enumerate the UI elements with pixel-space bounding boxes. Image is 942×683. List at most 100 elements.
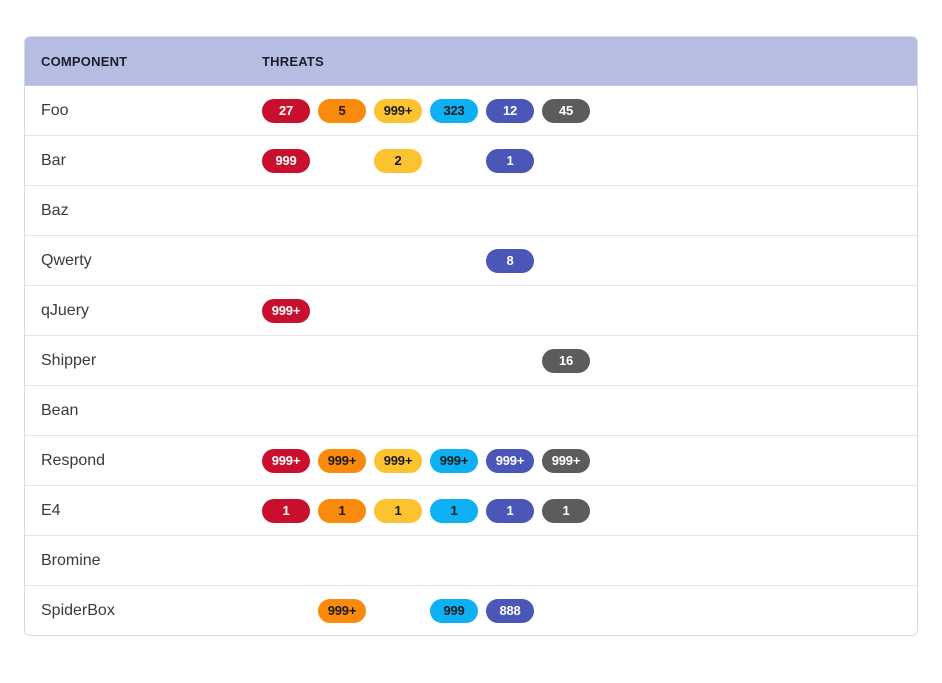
badge-slot-info: 8 — [486, 248, 534, 273]
badge-slot-unknown: 16 — [542, 348, 590, 373]
threat-badges: 999 2 1 — [262, 148, 917, 173]
medium-threat-badge[interactable]: 999+ — [374, 98, 422, 123]
component-name: Qwerty — [41, 251, 92, 269]
component-name: E4 — [41, 501, 61, 519]
badge-slot-info: 1 — [486, 498, 534, 523]
threat-badges — [262, 199, 917, 223]
high-threat-badge[interactable]: 5 — [318, 98, 366, 123]
badge-slot-info — [486, 199, 534, 223]
column-header-component[interactable]: COMPONENT — [41, 53, 128, 69]
badge-slot-low: 999+ — [430, 448, 478, 473]
table-row[interactable]: Qwerty 8 — [25, 236, 917, 286]
badge-slot-unknown — [542, 199, 590, 223]
badge-slot-critical: 999+ — [262, 298, 310, 323]
badge-slot-high — [318, 249, 366, 273]
badge-slot-critical — [262, 599, 310, 623]
unknown-threat-badge[interactable]: 1 — [542, 498, 590, 523]
table-row[interactable]: E4 1 1 1 1 1 1 — [25, 486, 917, 536]
badge-slot-low — [430, 149, 478, 173]
badge-slot-critical: 999 — [262, 148, 310, 173]
component-name: Baz — [41, 201, 69, 219]
badge-slot-unknown — [542, 299, 590, 323]
badge-slot-info — [486, 299, 534, 323]
info-threat-badge[interactable]: 888 — [486, 598, 534, 623]
badge-slot-high — [318, 149, 366, 173]
medium-threat-badge[interactable]: 2 — [374, 148, 422, 173]
threat-badges — [262, 399, 917, 423]
critical-threat-badge[interactable]: 999+ — [262, 448, 310, 473]
badge-slot-unknown — [542, 399, 590, 423]
info-threat-badge[interactable]: 1 — [486, 148, 534, 173]
badge-slot-info: 888 — [486, 598, 534, 623]
info-threat-badge[interactable]: 12 — [486, 98, 534, 123]
badge-slot-critical — [262, 199, 310, 223]
unknown-threat-badge[interactable]: 45 — [542, 98, 590, 123]
threat-badges: 999+ 999+ 999+ 999+ 999+ 999+ — [262, 448, 917, 473]
badge-slot-critical — [262, 249, 310, 273]
badge-slot-medium — [374, 549, 422, 573]
low-threat-badge[interactable]: 999 — [430, 598, 478, 623]
critical-threat-badge[interactable]: 999 — [262, 148, 310, 173]
badge-slot-low — [430, 299, 478, 323]
table-row[interactable]: Foo 27 5 999+ 323 12 45 — [25, 86, 917, 136]
critical-threat-badge[interactable]: 999+ — [262, 298, 310, 323]
badge-slot-info: 999+ — [486, 448, 534, 473]
table-row[interactable]: SpiderBox 999+ 999 888 — [25, 586, 917, 635]
badge-slot-low — [430, 349, 478, 373]
component-name: Bean — [41, 401, 79, 419]
badge-slot-info: 12 — [486, 98, 534, 123]
threat-badges: 999+ 999 888 — [262, 598, 917, 623]
threat-badges: 27 5 999+ 323 12 45 — [262, 98, 917, 123]
high-threat-badge[interactable]: 999+ — [318, 448, 366, 473]
badge-slot-medium — [374, 299, 422, 323]
high-threat-badge[interactable]: 999+ — [318, 598, 366, 623]
badge-slot-info — [486, 399, 534, 423]
badge-slot-low: 999 — [430, 598, 478, 623]
info-threat-badge[interactable]: 1 — [486, 498, 534, 523]
badge-slot-critical — [262, 399, 310, 423]
table-row[interactable]: Respond 999+ 999+ 999+ 999+ 999+ 999+ — [25, 436, 917, 486]
low-threat-badge[interactable]: 999+ — [430, 448, 478, 473]
low-threat-badge[interactable]: 1 — [430, 498, 478, 523]
critical-threat-badge[interactable]: 27 — [262, 98, 310, 123]
table-row[interactable]: Bromine — [25, 536, 917, 586]
table-row[interactable]: Shipper 16 — [25, 336, 917, 386]
unknown-threat-badge[interactable]: 999+ — [542, 448, 590, 473]
badge-slot-medium — [374, 349, 422, 373]
info-threat-badge[interactable]: 999+ — [486, 448, 534, 473]
component-name: Bromine — [41, 551, 101, 569]
badge-slot-critical — [262, 549, 310, 573]
table-row[interactable]: Bar 999 2 1 — [25, 136, 917, 186]
badge-slot-critical: 999+ — [262, 448, 310, 473]
table-row[interactable]: Baz — [25, 186, 917, 236]
table-body: Foo 27 5 999+ 323 12 45 Bar 999 2 1 Baz Qwerty 8 qJuer… — [25, 86, 917, 635]
badge-slot-info — [486, 349, 534, 373]
threats-table: COMPONENT THREATS Foo 27 5 999+ 323 12 45 Bar 99… — [24, 36, 918, 636]
high-threat-badge[interactable]: 1 — [318, 498, 366, 523]
table-row[interactable]: qJuery 999+ — [25, 286, 917, 336]
component-name: SpiderBox — [41, 601, 115, 619]
badge-slot-high — [318, 399, 366, 423]
info-threat-badge[interactable]: 8 — [486, 248, 534, 273]
medium-threat-badge[interactable]: 999+ — [374, 448, 422, 473]
badge-slot-unknown — [542, 549, 590, 573]
badge-slot-info — [486, 549, 534, 573]
badge-slot-medium: 1 — [374, 498, 422, 523]
badge-slot-critical — [262, 349, 310, 373]
component-name: Respond — [41, 451, 106, 469]
badge-slot-low — [430, 249, 478, 273]
medium-threat-badge[interactable]: 1 — [374, 498, 422, 523]
badge-slot-low: 1 — [430, 498, 478, 523]
badge-slot-high — [318, 549, 366, 573]
badge-slot-low — [430, 549, 478, 573]
column-header-threats[interactable]: THREATS — [262, 53, 324, 69]
component-name: Shipper — [41, 351, 97, 369]
badge-slot-low — [430, 199, 478, 223]
badge-slot-info: 1 — [486, 148, 534, 173]
badge-slot-medium: 999+ — [374, 98, 422, 123]
critical-threat-badge[interactable]: 1 — [262, 498, 310, 523]
table-row[interactable]: Bean — [25, 386, 917, 436]
low-threat-badge[interactable]: 323 — [430, 98, 478, 123]
unknown-threat-badge[interactable]: 16 — [542, 348, 590, 373]
